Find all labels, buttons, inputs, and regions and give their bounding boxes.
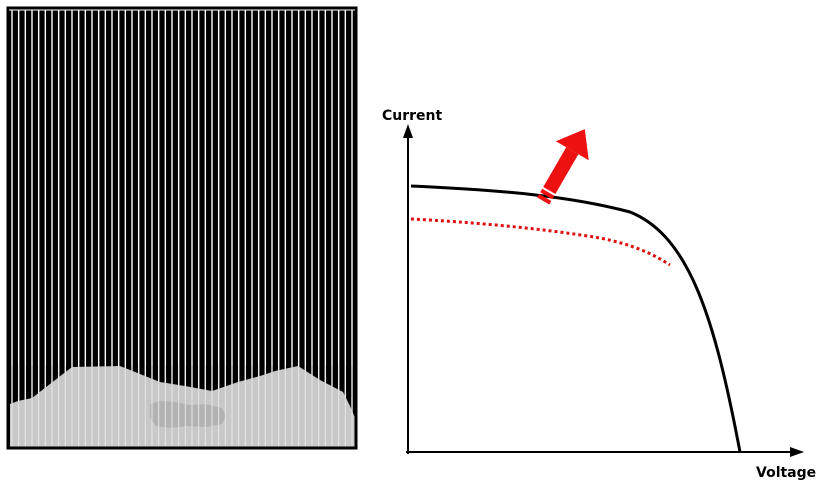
snow-stripe-overlay <box>11 366 353 446</box>
down-left-arrow-icon <box>537 129 589 205</box>
snow-clump <box>150 401 226 428</box>
solar-panel <box>6 6 358 450</box>
x-axis-arrowhead <box>790 447 804 457</box>
iv-chart: Current Voltage <box>382 108 816 481</box>
x-axis-label: Voltage <box>756 465 816 481</box>
y-axis-arrowhead <box>403 124 413 138</box>
y-axis-label: Current <box>382 108 443 124</box>
iv-curve-reduced <box>410 217 671 267</box>
snow-cover <box>10 366 356 447</box>
panel-frame <box>6 6 358 450</box>
iv-curve-normal <box>410 184 742 453</box>
